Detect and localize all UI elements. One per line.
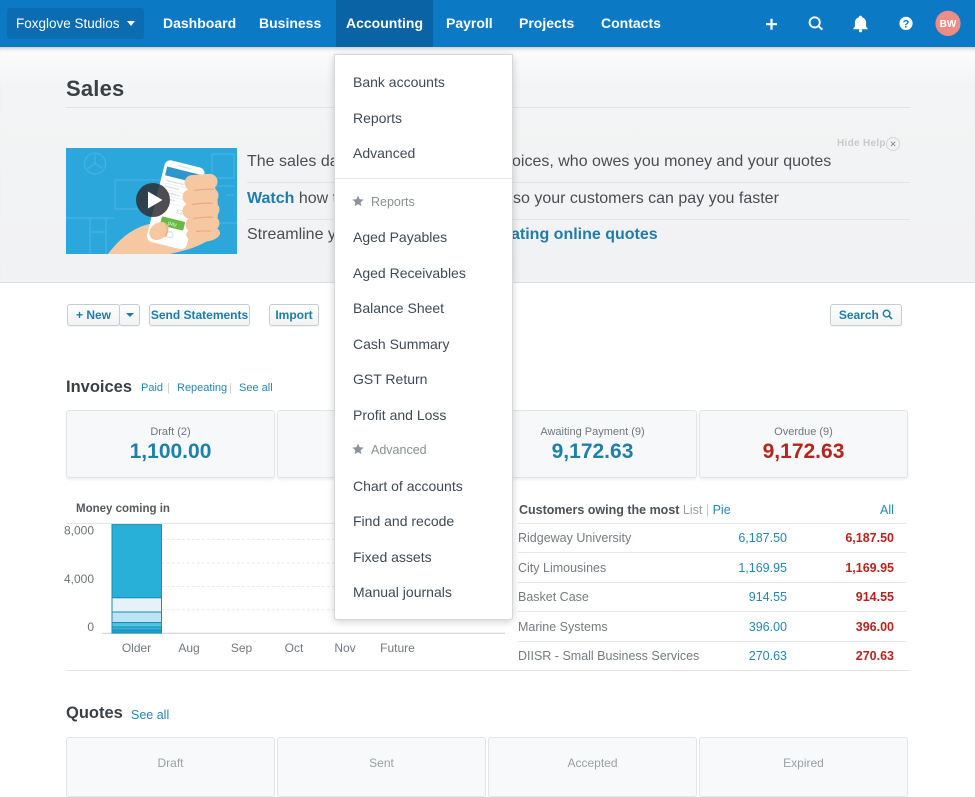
svg-text:Nov: Nov [334,641,355,655]
svg-text:4,000: 4,000 [64,572,94,586]
svg-text:?: ? [903,19,910,31]
svg-text:BW: BW [940,19,957,30]
svg-text:Aug: Aug [178,641,199,655]
svg-text:0: 0 [87,620,94,634]
svg-text:pay: pay [167,220,177,228]
svg-text:Sep: Sep [231,641,253,655]
svg-text:Oct: Oct [285,641,304,655]
svg-text:8,000: 8,000 [64,524,94,538]
svg-text:£350: £350 [175,209,190,218]
svg-text:Older: Older [122,641,151,655]
svg-text:Future: Future [380,641,415,655]
